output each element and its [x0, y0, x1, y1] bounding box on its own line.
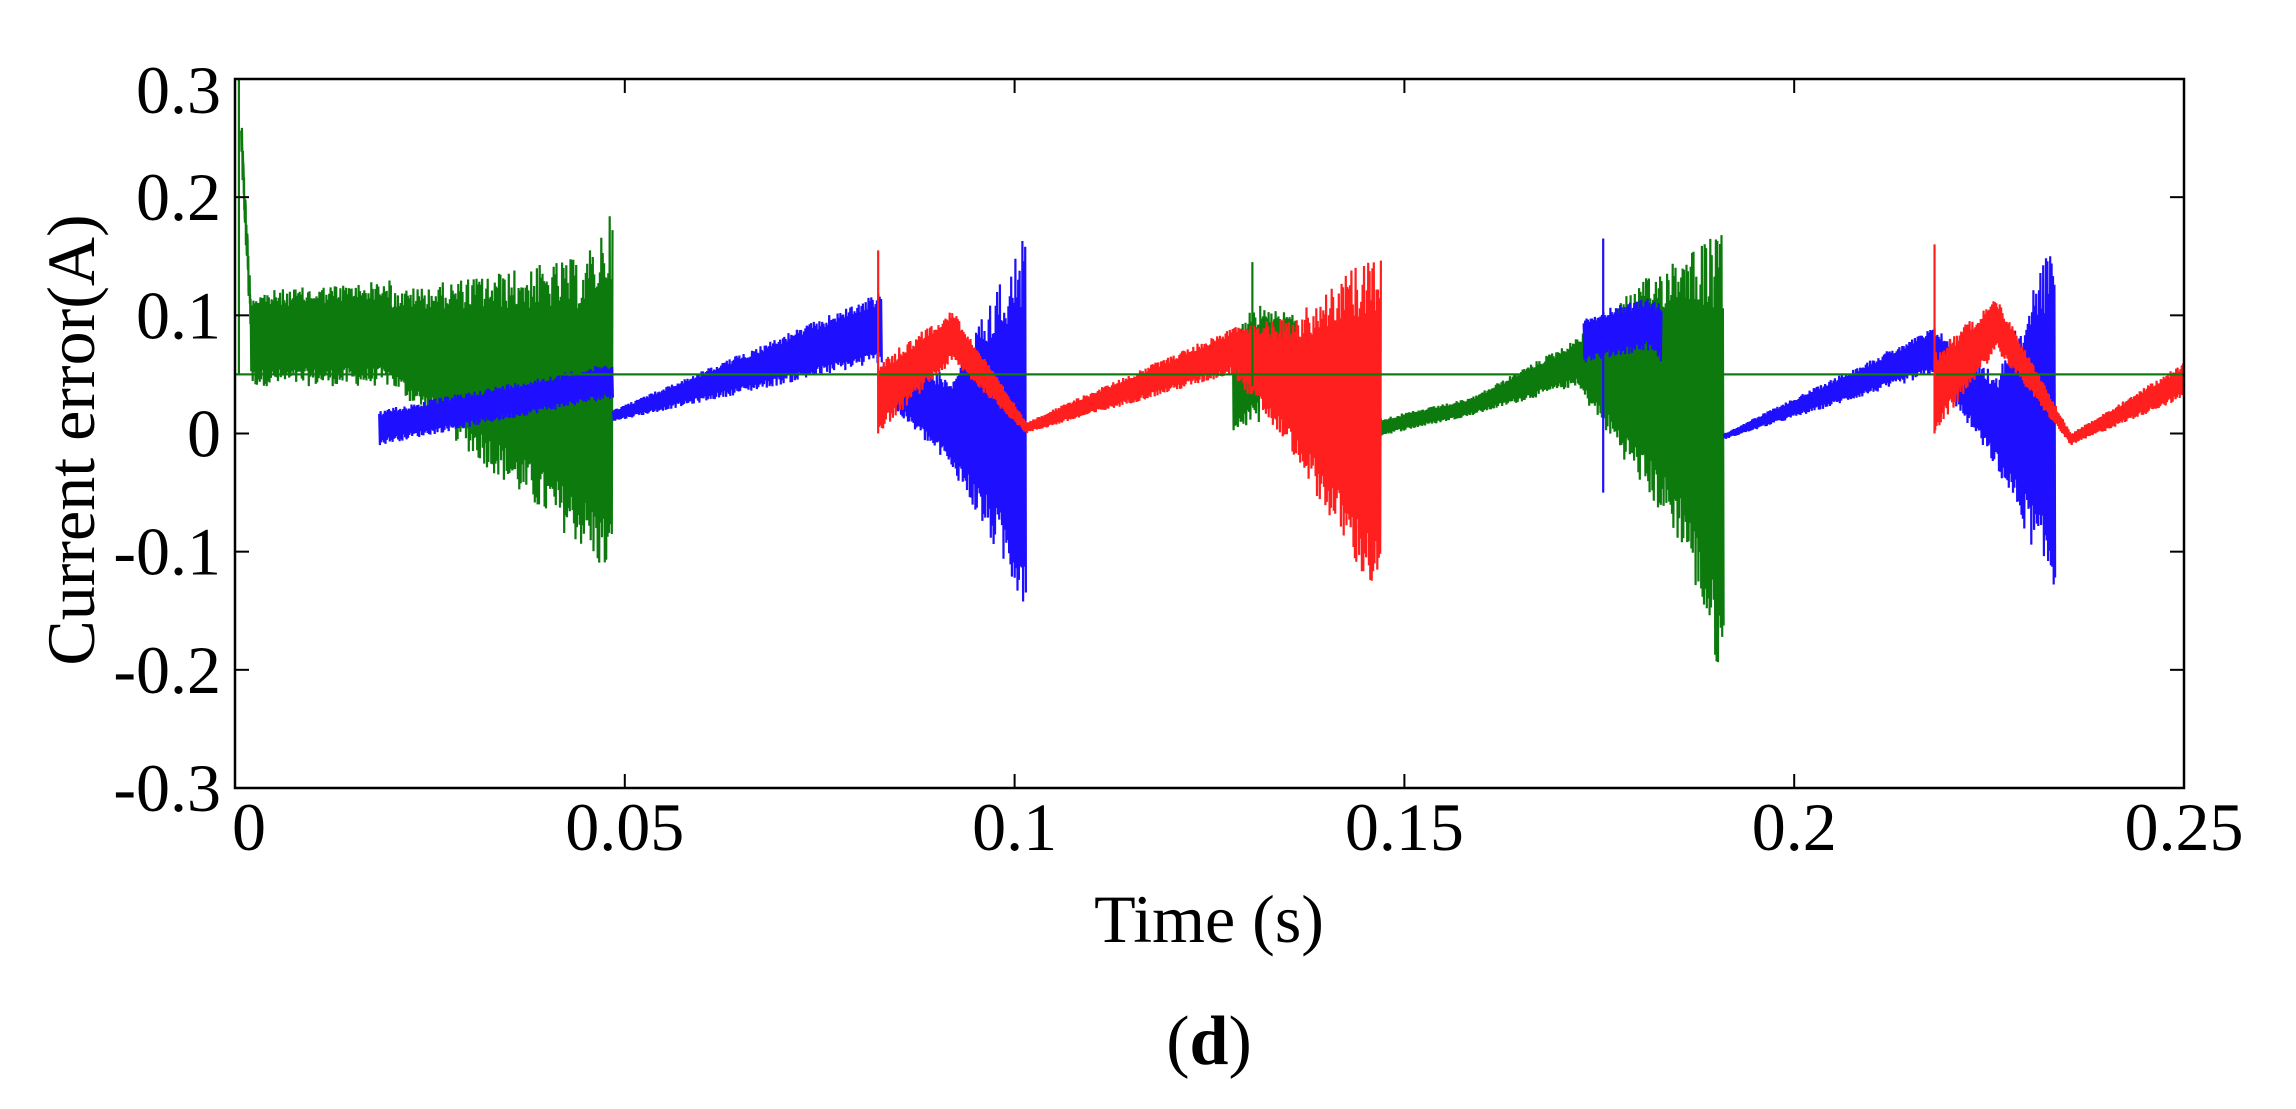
x-tick-label: 0.2 [1752, 789, 1837, 865]
series-red [877, 260, 2184, 581]
panel-label-close: ) [1228, 1003, 1251, 1080]
y-tick-label: 0.2 [136, 159, 221, 235]
panel-label-open: ( [1166, 1003, 1189, 1080]
y-tick-label: 0.3 [136, 52, 221, 128]
x-tick-label: 0.05 [565, 789, 684, 865]
y-tick-label: 0 [187, 396, 221, 472]
x-axis-ticks: 0 0.05 0.1 0.15 0.2 0.25 [232, 79, 2244, 865]
x-tick-label: 0.25 [2125, 789, 2244, 865]
x-tick-label: 0.1 [972, 789, 1057, 865]
x-axis-title: Time (s) [1094, 881, 1324, 957]
panel-label: (d) [1166, 1003, 1252, 1080]
data-layer [235, 79, 2184, 663]
x-tick-label: 0.15 [1345, 789, 1464, 865]
panel-label-letter: d [1190, 1003, 1229, 1080]
x-tick-label: 0 [232, 789, 266, 865]
y-axis-ticks: -0.3 -0.2 -0.1 0 0.1 0.2 0.3 [113, 52, 2184, 826]
y-tick-label: -0.2 [113, 632, 221, 708]
y-tick-label: -0.1 [113, 514, 221, 590]
y-tick-label: -0.3 [113, 750, 221, 826]
y-tick-label: 0.1 [136, 277, 221, 353]
series-red-trace [877, 260, 2184, 581]
y-axis-title: Current error(A) [33, 214, 109, 665]
